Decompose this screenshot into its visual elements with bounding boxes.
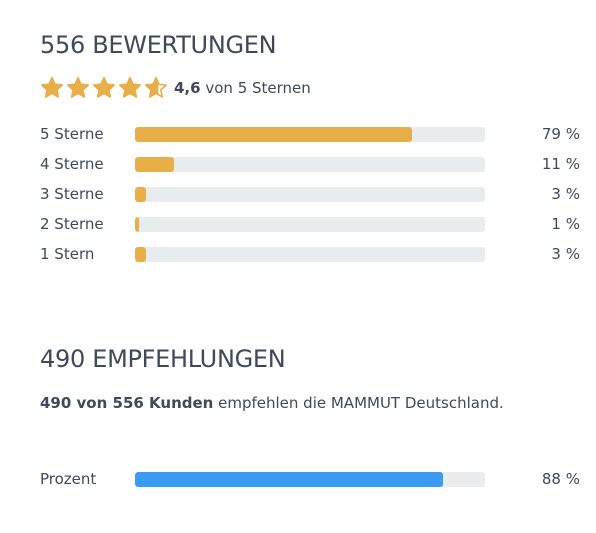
- average-rating-suffix: von 5 Sternen: [205, 79, 311, 97]
- rating-bar-fill: [135, 247, 146, 262]
- rating-bar-fill: [135, 157, 174, 172]
- recommendation-bar-track: [135, 472, 485, 487]
- average-rating-value: 4,6: [174, 79, 201, 97]
- rating-bar-track: [135, 247, 485, 262]
- rating-row-percent: 11 %: [541, 155, 580, 173]
- recommendations-text-rest: empfehlen die MAMMUT Deutschland.: [213, 394, 504, 412]
- average-rating: 4,6 von 5 Sternen: [174, 79, 311, 97]
- recommendation-bar-fill: [135, 472, 443, 487]
- rating-bar-fill: [135, 187, 146, 202]
- rating-row-label: 4 Sterne: [40, 155, 104, 173]
- rating-bar-track: [135, 127, 485, 142]
- recommendation-percent-value: 88 %: [541, 470, 580, 488]
- star-full-icon: [41, 77, 63, 98]
- star-half-icon: [145, 77, 167, 98]
- star-full-icon: [119, 77, 141, 98]
- recommendation-percent-row: Prozent 88 %: [40, 469, 580, 489]
- rating-bar-track: [135, 157, 485, 172]
- rating-row-label: 1 Stern: [40, 245, 95, 263]
- rating-bar-track: [135, 217, 485, 232]
- rating-row-percent: 3 %: [551, 245, 580, 263]
- rating-row: 4 Sterne 11 %: [40, 154, 580, 174]
- rating-bar-track: [135, 187, 485, 202]
- rating-row-percent: 3 %: [551, 185, 580, 203]
- rating-row-label: 5 Sterne: [40, 125, 104, 143]
- rating-row-percent: 1 %: [551, 215, 580, 233]
- star-full-icon: [93, 77, 115, 98]
- recommendations-count: 490 von 556 Kunden: [40, 394, 214, 412]
- rating-row: 3 Sterne 3 %: [40, 184, 580, 204]
- recommendation-percent-label: Prozent: [40, 470, 97, 488]
- rating-summary: 4,6 von 5 Sternen: [40, 76, 311, 100]
- rating-bar-fill: [135, 127, 412, 142]
- recommendations-title: 490 EMPFEHLUNGEN: [40, 345, 286, 373]
- rating-row-percent: 79 %: [541, 125, 580, 143]
- rating-row-label: 2 Sterne: [40, 215, 104, 233]
- rating-row: 2 Sterne 1 %: [40, 214, 580, 234]
- rating-row: 1 Stern 3 %: [40, 244, 580, 264]
- rating-bar-fill: [135, 217, 139, 232]
- ratings-title: 556 BEWERTUNGEN: [40, 31, 277, 59]
- rating-row: 5 Sterne 79 %: [40, 124, 580, 144]
- star-rating: [40, 76, 168, 100]
- recommendations-text: 490 von 556 Kunden empfehlen die MAMMUT …: [40, 394, 504, 412]
- rating-row-label: 3 Sterne: [40, 185, 104, 203]
- star-full-icon: [67, 77, 89, 98]
